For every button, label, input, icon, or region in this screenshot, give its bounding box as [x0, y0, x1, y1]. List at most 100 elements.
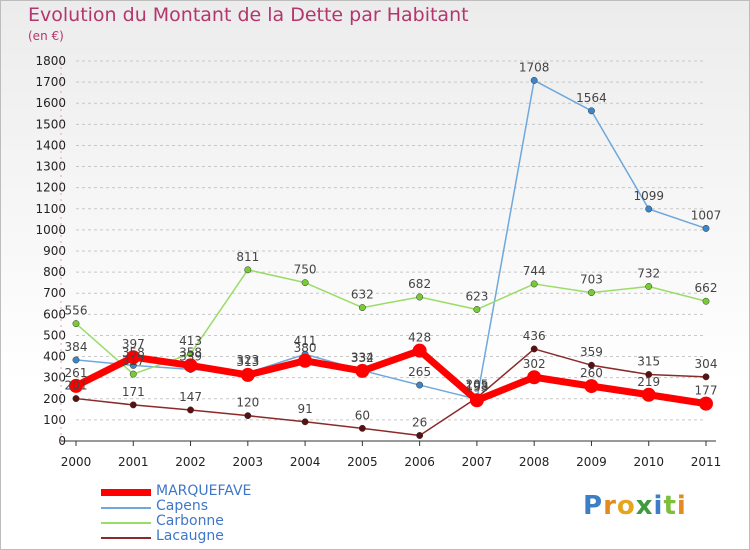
y-tick-label: 600 [43, 307, 66, 321]
data-point [469, 393, 484, 408]
data-label: 201 [65, 379, 88, 393]
data-point [702, 373, 710, 381]
data-label: 1099 [633, 189, 664, 203]
data-label: 261 [65, 366, 88, 380]
data-point [72, 356, 80, 364]
data-label: 334 [351, 350, 374, 364]
y-tick-label: 400 [43, 350, 66, 364]
series-line-carbonne [75, 269, 707, 375]
x-tick-label: 2009 [576, 455, 607, 469]
data-label: 302 [523, 357, 546, 371]
data-label: 384 [65, 340, 88, 354]
data-label: 744 [523, 264, 546, 278]
data-point [129, 401, 137, 409]
y-tick-label: 1600 [35, 96, 66, 110]
data-label: 198 [465, 379, 488, 393]
data-label: 428 [408, 331, 431, 345]
data-label: 750 [294, 263, 317, 277]
data-point [358, 304, 366, 312]
data-label: 359 [580, 345, 603, 359]
y-tick-label: 1000 [35, 223, 66, 237]
data-label: 662 [695, 281, 718, 295]
y-tick-label: 200 [43, 392, 66, 406]
legend-label: Capens [156, 498, 209, 514]
data-point [530, 345, 538, 353]
y-tick-label: 500 [43, 328, 66, 342]
data-point [588, 289, 595, 297]
data-label: 358 [179, 345, 202, 359]
y-tick-label: 800 [43, 265, 66, 279]
data-label: 171 [122, 385, 145, 399]
x-tick-label: 2003 [233, 455, 264, 469]
data-label: 205 [465, 378, 488, 392]
series-line-lacaugne [75, 348, 707, 437]
data-label: 26 [412, 416, 427, 430]
legend-swatch [101, 507, 151, 509]
x-tick-label: 2008 [519, 455, 550, 469]
data-point [645, 371, 653, 378]
y-tick-label: 1700 [35, 75, 66, 89]
data-label: 413 [179, 334, 202, 348]
data-point [126, 350, 141, 365]
y-tick-label: 1500 [35, 117, 66, 131]
data-point [702, 297, 710, 305]
data-label: 732 [637, 266, 660, 280]
data-label: 219 [637, 375, 660, 389]
data-label: 703 [580, 273, 603, 287]
y-tick-label: 300 [43, 371, 66, 385]
data-point [69, 378, 83, 393]
legend-swatch [101, 522, 151, 524]
data-point [527, 370, 542, 385]
data-point [298, 353, 313, 368]
data-point [416, 381, 424, 389]
x-tick-label: 2000 [61, 455, 92, 469]
data-label: 811 [236, 250, 259, 264]
data-label: 682 [408, 277, 431, 291]
data-point [187, 406, 194, 414]
x-tick-label: 2005 [347, 455, 378, 469]
data-point [699, 396, 713, 411]
data-point [72, 320, 80, 328]
data-point [301, 418, 309, 426]
data-label: 623 [465, 289, 488, 303]
data-label: 177 [695, 384, 718, 398]
data-point [301, 279, 309, 287]
data-label: 265 [408, 365, 431, 379]
data-point [530, 76, 538, 84]
data-point [412, 343, 427, 358]
data-label: 304 [695, 357, 718, 371]
data-label: 60 [355, 408, 370, 422]
data-label: 358 [122, 345, 145, 359]
data-label: 1007 [691, 208, 722, 222]
y-tick-label: 900 [43, 244, 66, 258]
data-label: 91 [297, 402, 312, 416]
series-line-capens [75, 79, 707, 400]
data-label: 380 [294, 341, 317, 355]
data-point [641, 387, 656, 402]
data-label: 317 [122, 354, 145, 368]
data-label: 323 [236, 353, 259, 367]
data-label: 632 [351, 288, 374, 302]
x-tick-label: 2004 [290, 455, 321, 469]
data-point [702, 224, 710, 232]
data-point [244, 412, 252, 420]
data-point [183, 358, 198, 373]
data-point [358, 424, 366, 432]
y-tick-label: 1800 [35, 54, 66, 68]
data-point [416, 293, 424, 301]
data-point [588, 107, 595, 115]
legend-label: MARQUEFAVE [156, 483, 252, 499]
x-tick-label: 2001 [118, 455, 149, 469]
data-point [72, 395, 80, 403]
data-point [416, 432, 424, 439]
data-point [355, 363, 370, 378]
x-tick-label: 2002 [175, 455, 206, 469]
data-label: 556 [65, 304, 88, 318]
data-label: 193 [465, 380, 488, 394]
y-tick-label: 1300 [35, 160, 66, 174]
data-point [645, 205, 653, 213]
y-tick-label: 1400 [35, 138, 66, 152]
data-point [530, 280, 538, 288]
data-label: 411 [294, 334, 317, 348]
